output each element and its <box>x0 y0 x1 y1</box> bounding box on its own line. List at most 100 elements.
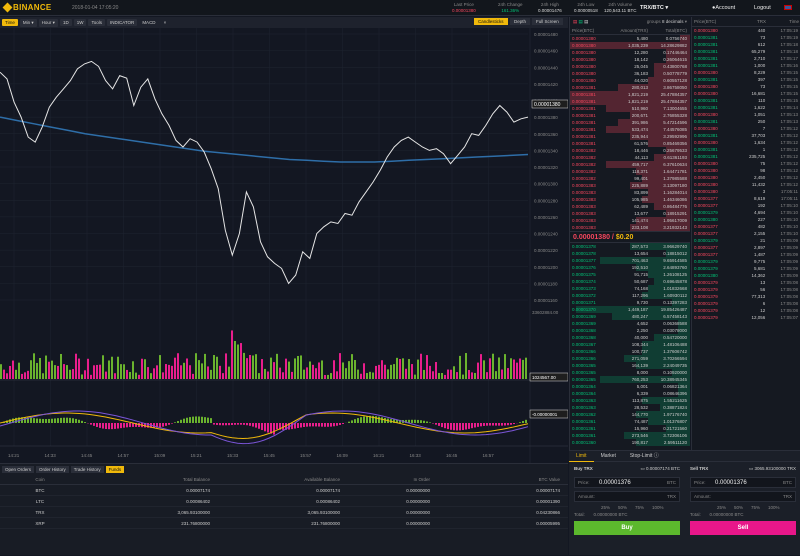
tab-order-history[interactable]: Order History <box>36 466 69 473</box>
pct-50-button[interactable]: 50% <box>734 505 743 510</box>
candlesticks-button[interactable]: Candlesticks <box>474 18 508 25</box>
buy-amount-field[interactable]: Amount:TRX <box>574 491 680 502</box>
tab-trade-history[interactable]: Trade History <box>71 466 104 473</box>
buy-view-icon[interactable]: ▤ <box>579 19 583 24</box>
toolbar-hour[interactable]: Hour ▾ <box>39 19 58 27</box>
pct-25-button[interactable]: 25% <box>601 505 610 510</box>
pct-50-button[interactable]: 50% <box>618 505 627 510</box>
toolbar-1w[interactable]: 1W <box>74 19 87 26</box>
account-link[interactable]: ●Account <box>712 5 735 11</box>
fullscreen-button[interactable]: Full Screen <box>532 18 563 25</box>
orderbook-grouping[interactable]: groups 8 decimals ▾ <box>647 19 687 25</box>
toolbar-1d[interactable]: 1D <box>60 19 72 26</box>
orderbook-view-icons[interactable]: ▤ ▤ ▤ <box>573 19 588 25</box>
pct-100-button[interactable]: 100% <box>768 505 780 510</box>
pct-75-button[interactable]: 75% <box>751 505 760 510</box>
logout-link[interactable]: Logout <box>754 5 771 11</box>
toolbar-min[interactable]: Min ▾ <box>20 19 37 27</box>
all-view-icon[interactable]: ▤ <box>584 19 588 24</box>
price-chart[interactable]: 0.000014800.000014600.000014400.00001420… <box>0 28 568 463</box>
language-flag-icon[interactable] <box>784 5 792 10</box>
pair-selector[interactable]: TRX/BTC ▾ <box>640 5 668 11</box>
depth-button[interactable]: Depth <box>510 18 530 25</box>
close-icon[interactable]: × <box>161 19 170 26</box>
sell-button[interactable]: Sell <box>690 521 796 535</box>
toolbar-indicator[interactable]: INDICATOR <box>107 19 137 26</box>
tab-stop-limit[interactable]: Stop-Limit ⓘ <box>623 451 666 462</box>
pct-75-button[interactable]: 75% <box>635 505 644 510</box>
toolbar-time[interactable]: Time <box>2 19 18 26</box>
tab-market[interactable]: Market <box>594 451 623 462</box>
buy-button[interactable]: Buy <box>574 521 680 535</box>
tab-funds[interactable]: Funds <box>106 466 125 473</box>
toolbar-tools[interactable]: Tools <box>88 19 105 26</box>
pct-25-button[interactable]: 25% <box>717 505 726 510</box>
sell-view-icon[interactable]: ▤ <box>573 19 577 24</box>
pct-100-button[interactable]: 100% <box>652 505 664 510</box>
tab-limit[interactable]: Limit <box>569 451 594 462</box>
tab-open-orders[interactable]: Open Orders <box>2 466 34 473</box>
sell-amount-field[interactable]: Amount:TRX <box>690 491 796 502</box>
logo[interactable]: BINANCE <box>4 3 52 12</box>
